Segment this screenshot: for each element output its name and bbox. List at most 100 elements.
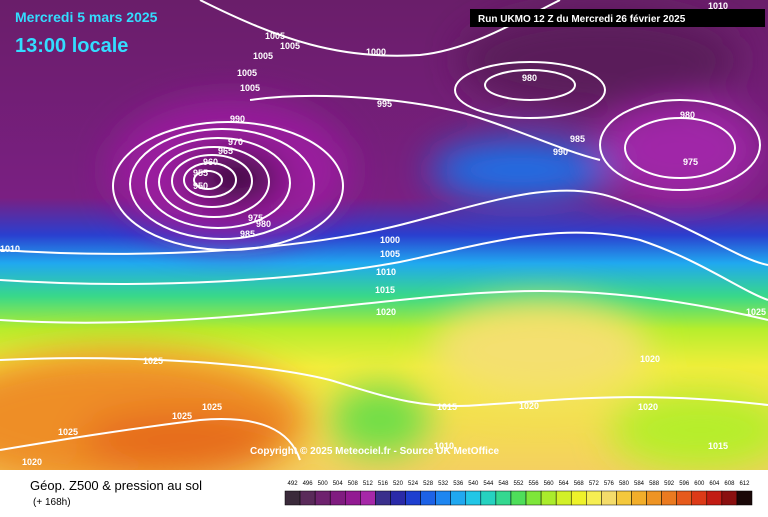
scale-swatch — [736, 490, 753, 506]
scale-swatch — [314, 490, 331, 506]
scale-label: 568 — [574, 481, 585, 487]
scale-swatch — [706, 490, 723, 506]
scale-swatch — [450, 490, 467, 506]
isobar-label: 1005 — [280, 41, 300, 51]
isobar-label: 1020 — [640, 354, 660, 364]
scale-swatch — [676, 490, 692, 506]
isobar-label: 1015 — [708, 441, 728, 451]
scale-label: 588 — [649, 481, 660, 487]
scale-label: 524 — [408, 481, 419, 487]
scale-label: 508 — [348, 481, 359, 487]
scale-label: 604 — [709, 481, 720, 487]
isobar-label: 975 — [248, 213, 263, 223]
scale-label: 584 — [634, 481, 645, 487]
scale-label: 564 — [559, 481, 570, 487]
scale-swatch — [631, 490, 647, 506]
isobar-label: 985 — [570, 134, 585, 144]
scale-label: 556 — [529, 481, 540, 487]
scale-swatch — [284, 490, 301, 506]
scale-label: 540 — [468, 481, 479, 487]
isobar-label: 975 — [683, 157, 698, 167]
scale-label: 548 — [498, 481, 509, 487]
scale-swatch — [601, 490, 617, 506]
isobar-label: 990 — [553, 147, 568, 157]
scale-swatch — [465, 490, 482, 506]
color-scale: 492 496 500 504 508 512 516 520 524 528 532 536 540 5… — [284, 481, 753, 506]
scale-label: 532 — [438, 481, 449, 487]
isobar-label: 1000 — [366, 47, 386, 57]
forecast-time: 13:00 locale — [15, 35, 128, 57]
scale-swatch — [360, 490, 376, 506]
isobar-label: 955 — [193, 168, 208, 178]
legend-subtitle: (+ 168h) — [33, 497, 71, 508]
scale-label: 560 — [544, 481, 555, 487]
isobar-label: 985 — [240, 229, 255, 239]
scale-label: 580 — [619, 481, 630, 487]
isobar-label: 980 — [256, 219, 271, 229]
scale-swatch — [540, 490, 557, 506]
scale-swatch — [586, 490, 602, 506]
scale-label: 612 — [739, 481, 750, 487]
scale-label: 512 — [363, 481, 374, 487]
isobar-label: 1005 — [380, 249, 400, 259]
isobar-label: 1010 — [0, 244, 20, 254]
scale-swatch — [480, 490, 497, 506]
isobar-label: 1005 — [237, 68, 257, 78]
scale-label: 504 — [333, 481, 344, 487]
isobar-label: 1025 — [172, 411, 192, 421]
scale-swatch — [420, 490, 436, 506]
scale-label: 516 — [378, 481, 389, 487]
scale-swatch — [375, 490, 391, 506]
scale-swatch — [390, 490, 406, 506]
isobar-label: 1010 — [376, 267, 396, 277]
isobar-label: 1010 — [708, 1, 728, 11]
scale-swatch — [616, 490, 632, 506]
scale-swatch — [646, 490, 662, 506]
isobar-label: 965 — [218, 146, 233, 156]
isobar-label: 990 — [230, 114, 245, 124]
isobar-label: 1015 — [375, 285, 395, 295]
isobar-label: 1020 — [638, 402, 658, 412]
isobar-label: 1000 — [380, 235, 400, 245]
scale-swatch — [495, 490, 512, 506]
scale-swatch — [510, 490, 527, 506]
scale-label: 536 — [453, 481, 464, 487]
isobar-label: 950 — [193, 181, 208, 191]
scale-swatch — [405, 490, 421, 506]
isobar-label: 1020 — [22, 457, 42, 467]
scale-swatch — [329, 490, 346, 506]
scale-label: 600 — [694, 481, 705, 487]
isobar-label: 980 — [522, 73, 537, 83]
isobar-label: 1005 — [240, 83, 260, 93]
scale-label: 528 — [423, 481, 434, 487]
scale-label: 576 — [604, 481, 615, 487]
isobar-labels: 1005100510051005100510009809959909859909… — [0, 1, 766, 467]
isobar-label: 1020 — [376, 307, 396, 317]
field-shading — [0, 10, 768, 490]
scale-label: 496 — [303, 481, 314, 487]
run-info: Run UKMO 12 Z du Mercredi 26 février 202… — [478, 14, 686, 25]
forecast-date: Mercredi 5 mars 2025 — [15, 9, 158, 25]
scale-label: 596 — [679, 481, 690, 487]
isobar-label: 1005 — [253, 51, 273, 61]
scale-swatch — [555, 490, 572, 506]
isobar-label: 970 — [228, 137, 243, 147]
scale-label: 592 — [664, 481, 675, 487]
scale-swatch — [435, 490, 451, 506]
scale-swatch — [661, 490, 677, 506]
isobar-label: 980 — [680, 110, 695, 120]
copyright: Copyright © 2025 Meteociel.fr - Source U… — [250, 446, 500, 457]
scale-label: 492 — [288, 481, 299, 487]
scale-swatch — [525, 490, 542, 506]
scale-label: 608 — [724, 481, 735, 487]
scale-swatch — [721, 490, 738, 506]
isobar-label: 1025 — [746, 307, 766, 317]
isobar-label: 960 — [203, 157, 218, 167]
scale-swatch — [345, 490, 361, 506]
isobar-label: 1025 — [58, 427, 78, 437]
isobar-label: 1025 — [143, 356, 163, 366]
scale-label: 544 — [483, 481, 494, 487]
isobars — [0, 0, 768, 460]
isobar-label: 1005 — [265, 31, 285, 41]
